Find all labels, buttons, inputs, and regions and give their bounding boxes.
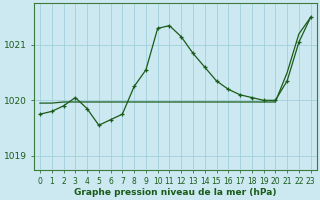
X-axis label: Graphe pression niveau de la mer (hPa): Graphe pression niveau de la mer (hPa) [74, 188, 276, 197]
